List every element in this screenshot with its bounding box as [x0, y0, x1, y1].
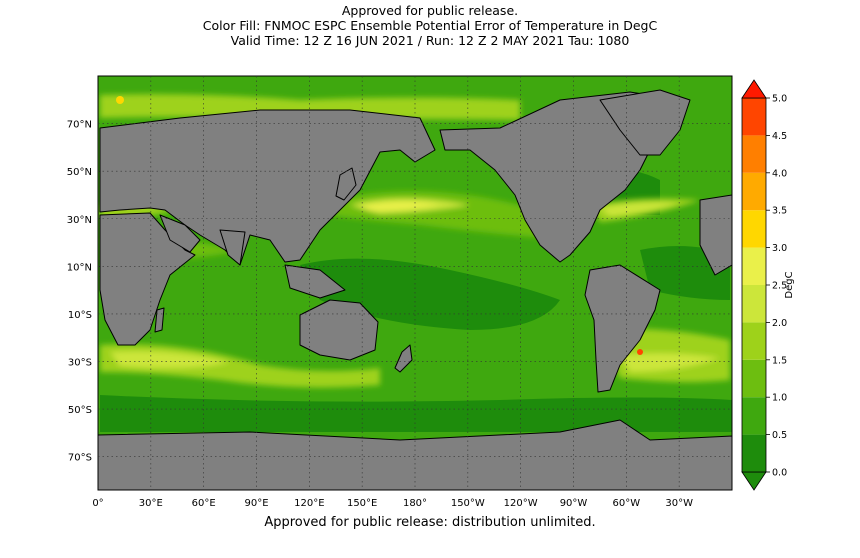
colorbar-tick-label: 3.5	[772, 206, 787, 217]
lon-tick-label: 60°W	[613, 498, 641, 509]
colorbar-tick-labels: 0.0 0.5 1.0 1.5 2.0 2.5 3.0 3.5 4.0 4.5 5.0	[766, 94, 787, 479]
india-land	[219, 229, 246, 266]
south-america-land	[584, 264, 661, 393]
greenland-land	[599, 89, 691, 156]
colorbar-tick-label: 2.0	[772, 318, 787, 329]
lon-tick-label: 60°E	[192, 498, 216, 509]
latitude-tick-labels: 70°N 50°N 30°N 10°N 10°S 30°S 50°S 70°S	[67, 120, 92, 464]
colorbar-bin	[742, 322, 766, 360]
lon-tick-label: 30°E	[139, 498, 163, 509]
lat-tick-label: 30°S	[68, 358, 92, 369]
colorbar-bin	[742, 172, 766, 211]
colorbar-bin	[742, 397, 766, 435]
colorbar-bin	[742, 359, 766, 398]
lat-tick-label: 50°N	[67, 167, 92, 178]
colorbar-extend-low	[741, 471, 767, 491]
colorbar-bin	[742, 247, 766, 285]
graticule	[98, 76, 732, 490]
arabia-land	[159, 214, 201, 253]
japan-land	[335, 167, 357, 201]
longitude-tick-labels: 0° 30°E 60°E 90°E 120°E 150°E 180° 150°W 120°W 90…	[92, 498, 693, 509]
lat-tick-label: 70°N	[67, 120, 92, 131]
title-line-3: Valid Time: 12 Z 16 JUN 2021 / Run: 12 Z…	[230, 33, 630, 48]
colorbar-tick-label: 2.5	[772, 281, 787, 292]
lat-tick-label: 10°S	[68, 310, 92, 321]
se-asia-islands	[284, 264, 346, 299]
colorbar-bins	[741, 97, 767, 473]
north-america-land	[439, 91, 681, 263]
lon-tick-label: 90°W	[560, 498, 588, 509]
colorbar-tick-label: 0.0	[772, 468, 787, 479]
title-line-1: Approved for public release.	[341, 3, 519, 18]
colorbar-bin	[742, 135, 766, 173]
colorbar-tick-label: 3.0	[772, 243, 787, 254]
title-line-2: Color Fill: FNMOC ESPC Ensemble Potentia…	[202, 18, 658, 33]
colorbar-bin	[742, 434, 766, 472]
colorbar-tick-label: 1.0	[772, 393, 787, 404]
eurasia-land	[99, 109, 436, 266]
lat-tick-label: 10°N	[67, 262, 92, 273]
colorbar-label: DegC	[784, 271, 795, 298]
colorbar: 0.0 0.5 1.0 1.5 2.0 2.5 3.0 3.5 4.0 4.5 5.0 DegC	[741, 79, 795, 491]
lat-tick-label: 30°N	[67, 215, 92, 226]
lat-tick-label: 70°S	[68, 453, 92, 464]
colorbar-tick-label: 1.5	[772, 355, 787, 366]
new-zealand-land	[394, 344, 413, 373]
lat-tick-label: 50°S	[68, 405, 92, 416]
footer-note: Approved for public release: distributio…	[264, 515, 596, 530]
lon-tick-label: 90°E	[244, 498, 268, 509]
chart-title: Approved for public release. Color Fill:…	[0, 3, 860, 48]
west-africa-land	[699, 194, 732, 276]
lon-tick-label: 120°W	[504, 498, 538, 509]
africa-land	[99, 212, 196, 346]
lon-tick-label: 0°	[92, 498, 103, 509]
colorbar-tick-label: 4.5	[772, 131, 787, 142]
lon-tick-label: 150°E	[347, 498, 377, 509]
colorbar-bin	[742, 210, 766, 248]
colorbar-bin	[742, 98, 766, 136]
lon-tick-label: 180°	[403, 498, 427, 509]
colorbar-bin	[742, 285, 766, 323]
colorbar-tick-label: 4.0	[772, 168, 787, 179]
colorbar-tick-label: 0.5	[772, 430, 787, 441]
australia-land	[299, 299, 379, 361]
lon-tick-label: 30°W	[665, 498, 693, 509]
colorbar-tick-label: 5.0	[772, 94, 787, 105]
lon-tick-label: 120°E	[294, 498, 324, 509]
colorbar-extend-high	[741, 79, 767, 99]
lon-tick-label: 150°W	[451, 498, 485, 509]
